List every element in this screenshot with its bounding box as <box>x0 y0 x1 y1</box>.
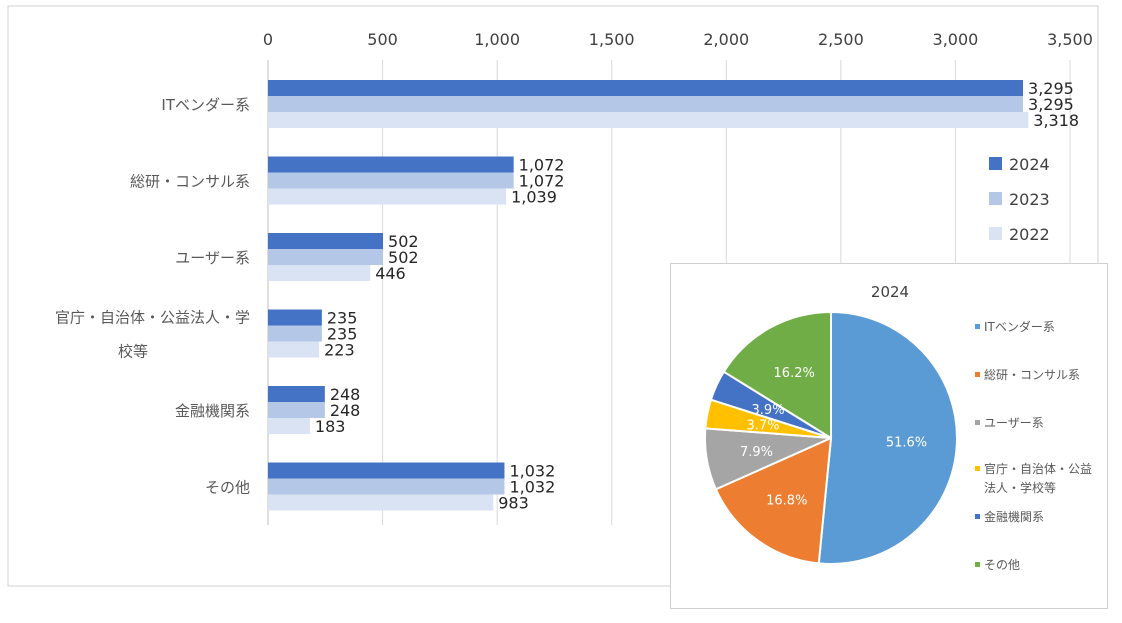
bar-2024 <box>268 462 505 479</box>
x-tick-label: 3,500 <box>1047 30 1093 49</box>
bar-value-label: 446 <box>375 264 406 283</box>
bar-2024 <box>268 386 325 402</box>
bar-2024 <box>268 309 322 326</box>
bar-value-label: 3,318 <box>1033 111 1079 130</box>
x-tick-label: 1,000 <box>474 30 520 49</box>
bar-legend: 2024 2023 2022 <box>989 155 1050 244</box>
bar-value-label: 248 <box>330 385 361 404</box>
category-axis: ITベンダー系総研・コンサル系ユーザー系官庁・自治体・公益法人・学校等金融機関系… <box>55 96 250 497</box>
x-tick-label: 500 <box>367 30 398 49</box>
pie-legend-label: 総研・コンサル系 <box>984 368 1080 382</box>
category-label: その他 <box>205 479 250 497</box>
data-labels: 3,2953,2953,3181,0721,0721,0395025024462… <box>315 79 1079 513</box>
bar-value-label: 248 <box>330 401 361 420</box>
pie-value-label: 3.7% <box>746 419 779 434</box>
bar-value-label: 1,039 <box>511 188 557 207</box>
bar-value-label: 235 <box>327 325 358 344</box>
legend-label: 2024 <box>1009 155 1050 174</box>
bar-2023 <box>268 325 322 342</box>
pie-legend-swatch <box>975 420 980 425</box>
pie-legend-label: 官庁・自治体・公益 <box>984 461 1092 476</box>
legend-swatch-2022 <box>989 227 1002 240</box>
pie-legend-swatch <box>975 466 980 471</box>
bar-2023 <box>268 478 505 495</box>
x-tick-label: 3,000 <box>933 30 979 49</box>
pie-legend-label: 金融機関系 <box>984 509 1044 524</box>
bar-2023 <box>268 172 514 189</box>
bar-2023 <box>268 402 325 418</box>
pie-legend-swatch <box>975 562 980 567</box>
legend-swatch-2023 <box>989 192 1002 205</box>
x-tick-label: 1,500 <box>589 30 635 49</box>
bar-value-label: 1,072 <box>519 172 565 191</box>
legend-swatch-2024 <box>989 157 1002 170</box>
pie-legend-label: ITベンダー系 <box>984 319 1055 334</box>
category-label: 金融機関系 <box>175 402 250 420</box>
bar-2023 <box>268 249 384 265</box>
bar-value-label: 1,032 <box>509 462 555 481</box>
bar-2024 <box>268 233 384 249</box>
bar-value-label: 502 <box>388 232 419 251</box>
bar-2022 <box>268 265 371 281</box>
bar-value-label: 1,072 <box>519 156 565 175</box>
bar-2022 <box>268 341 320 358</box>
x-tick-label: 2,000 <box>703 30 749 49</box>
bar-value-label: 183 <box>315 417 346 436</box>
bar-2022 <box>268 418 310 434</box>
category-label: 総研・コンサル系 <box>130 173 250 191</box>
bar-2024 <box>268 80 1024 96</box>
category-label: 校等 <box>118 343 148 361</box>
bars <box>268 80 1029 511</box>
x-tick-label: 2,500 <box>818 30 864 49</box>
bar-2024 <box>268 156 514 173</box>
pie-slice <box>817 310 958 565</box>
bar-value-label: 983 <box>498 494 529 513</box>
pie-value-label: 3.9% <box>752 403 785 418</box>
pie-slices <box>704 310 958 565</box>
pie-labels: 51.6% 16.8% 7.9% 3.7%3.9% 16.2% <box>740 366 927 508</box>
pie-legend: ITベンダー系総研・コンサル系ユーザー系官庁・自治体・公益法人・学校等金融機関系… <box>975 319 1092 572</box>
pie-legend-label: 法人・学校等 <box>984 480 1056 495</box>
bar-2022 <box>268 494 494 511</box>
bar-value-label: 502 <box>388 248 419 267</box>
pie-value-label: 16.8% <box>766 493 807 508</box>
pie-slice <box>714 436 833 565</box>
category-label: 官庁・自治体・公益法人・学 <box>55 309 250 327</box>
pie-value-label: 16.2% <box>774 366 815 381</box>
bar-2022 <box>268 188 507 205</box>
pie-chart: 2024 51.6% 16.8% 7.9% 3.7%3.9% 16.2% ITベンダー系… <box>704 283 1092 572</box>
pie-value-label: 51.6% <box>886 436 927 451</box>
pie-title: 2024 <box>871 283 909 301</box>
bar-2023 <box>268 96 1024 112</box>
pie-value-label: 7.9% <box>740 445 773 460</box>
pie-legend-swatch <box>975 514 980 519</box>
pie-slice <box>722 310 832 440</box>
x-axis-ticks: 0 500 1,000 1,500 2,000 2,500 3,000 3,500 <box>263 30 1093 49</box>
bar-value-label: 1,032 <box>509 478 555 497</box>
category-label: ITベンダー系 <box>161 96 250 114</box>
pie-legend-swatch <box>975 372 980 377</box>
pie-chart-panel: 2024 51.6% 16.8% 7.9% 3.7% 3.9% 16.2% ITベンダー系… <box>670 263 1108 609</box>
legend-label: 2023 <box>1009 190 1050 209</box>
bar-value-label: 3,295 <box>1028 95 1074 114</box>
legend-label: 2022 <box>1009 225 1050 244</box>
pie-legend-swatch <box>975 324 980 329</box>
bar-2022 <box>268 112 1029 128</box>
x-tick-label: 0 <box>263 30 273 49</box>
pie-legend-label: その他 <box>984 558 1020 572</box>
category-label: ユーザー系 <box>175 249 250 267</box>
bar-value-label: 235 <box>327 309 358 328</box>
bar-value-label: 3,295 <box>1028 79 1074 98</box>
pie-legend-label: ユーザー系 <box>984 416 1044 430</box>
bar-value-label: 223 <box>324 341 355 360</box>
